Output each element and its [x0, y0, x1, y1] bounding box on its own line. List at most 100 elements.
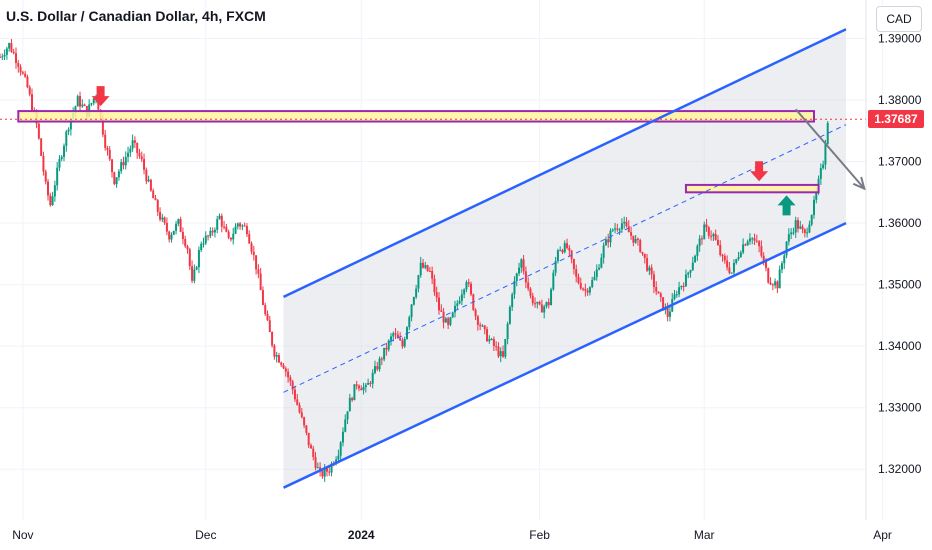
candle-body	[223, 226, 226, 228]
candle-body	[783, 255, 786, 264]
candle-body	[255, 255, 258, 270]
candle-body	[360, 388, 363, 391]
candle-body	[689, 270, 692, 273]
candle-body	[753, 238, 756, 241]
candle-body	[627, 226, 630, 233]
candle-body	[822, 164, 825, 169]
candle-body	[271, 332, 274, 346]
candle-body	[428, 270, 431, 272]
candle-body	[296, 399, 299, 406]
candle-body	[172, 230, 175, 235]
candle-body	[412, 297, 415, 305]
resistance-zone	[17, 110, 815, 123]
candle-body	[474, 309, 477, 317]
y-tick-label: 1.35000	[878, 278, 922, 292]
candle-body	[133, 140, 136, 143]
candle-body	[707, 227, 710, 236]
candle-body	[634, 238, 637, 243]
candle-body	[662, 297, 665, 311]
candle-body	[614, 228, 617, 230]
candle-body	[698, 238, 701, 246]
candle-body	[511, 294, 514, 308]
candle-body	[438, 297, 441, 311]
candle-body	[369, 382, 372, 384]
candle-body	[712, 234, 715, 237]
candle-body	[538, 301, 541, 305]
candle-body	[499, 351, 502, 357]
candle-body	[399, 338, 402, 341]
candle-body	[60, 156, 63, 160]
candle-body	[522, 259, 525, 272]
candle-body	[49, 195, 52, 206]
candle-body	[785, 241, 788, 256]
candle-body	[129, 148, 132, 153]
candle-body	[280, 362, 283, 366]
candle-body	[792, 232, 795, 234]
candle-body	[694, 255, 697, 263]
candle-body	[575, 269, 578, 277]
candle-body	[67, 129, 70, 132]
candle-body	[355, 384, 358, 386]
candle-body	[115, 177, 118, 185]
candle-body	[195, 267, 198, 270]
candle-body	[508, 307, 511, 324]
candle-body	[177, 219, 180, 224]
candle-body	[261, 290, 264, 305]
candle-body	[591, 280, 594, 288]
candle-body	[328, 471, 331, 473]
candle-body	[778, 269, 781, 289]
candle-body	[803, 229, 806, 233]
candle-body	[298, 405, 301, 413]
candle-body	[140, 156, 143, 160]
candle-body	[277, 355, 280, 363]
candle-body	[392, 333, 395, 337]
candle-body	[824, 144, 827, 165]
zones	[17, 110, 820, 194]
channel-upper-line	[282, 28, 847, 299]
candle-body	[8, 43, 11, 49]
candle-body	[248, 234, 251, 244]
candle-body	[771, 284, 774, 286]
candle-body	[303, 417, 306, 426]
candle-body	[259, 273, 262, 291]
candle-body	[735, 259, 738, 263]
candle-body	[680, 285, 683, 288]
candle-body	[673, 294, 676, 299]
candle-body	[714, 234, 717, 240]
candle-body	[367, 382, 370, 385]
candle-body	[650, 267, 653, 275]
candle-body	[63, 145, 66, 157]
candle-body	[69, 119, 72, 130]
candle-body	[755, 240, 758, 242]
candle-body	[168, 231, 171, 240]
candle-body	[547, 302, 550, 306]
candle-body	[90, 103, 93, 105]
currency-selector[interactable]: CAD	[876, 6, 922, 32]
candle-body	[675, 294, 678, 296]
candle-body	[234, 226, 237, 234]
candle-body	[307, 432, 310, 446]
candle-body	[607, 239, 610, 243]
candle-body	[520, 259, 523, 268]
candle-body	[604, 239, 607, 246]
channel-area	[283, 29, 847, 488]
down-arrow-marker	[91, 86, 110, 107]
chart-grid	[0, 0, 884, 520]
candle-body	[284, 368, 287, 372]
candle-body	[314, 456, 317, 468]
candle-body	[40, 138, 43, 156]
candle-body	[200, 243, 203, 251]
candle-body	[433, 278, 436, 293]
candle-body	[31, 94, 34, 111]
candle-body	[643, 253, 646, 259]
last-price-label: 1.37687	[868, 110, 924, 129]
candle-body	[470, 283, 473, 295]
candle-body	[730, 272, 733, 274]
candle-body	[202, 243, 205, 245]
candle-body	[502, 351, 505, 357]
candle-body	[236, 223, 239, 227]
candle-body	[131, 140, 134, 149]
candle-body	[552, 272, 555, 290]
candle-body	[748, 238, 751, 242]
